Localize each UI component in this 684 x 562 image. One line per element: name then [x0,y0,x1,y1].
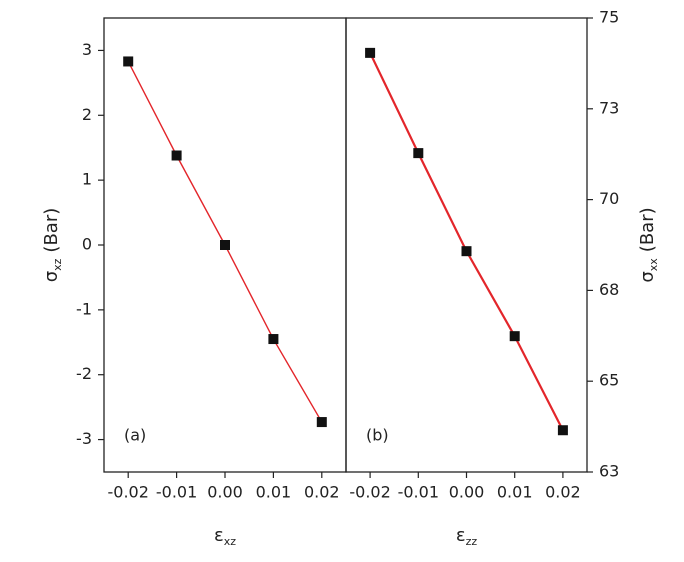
y-tick-label: 75 [599,8,619,27]
series-line [369,52,564,431]
y-tick-label: 65 [599,371,619,390]
y-tick-label: 1 [82,170,92,189]
x-tick-label: -0.02 [107,483,148,502]
x-tick-label: 0.01 [497,483,533,502]
y-label-unit: (Bar) [637,207,658,252]
x-label-subscript: xz [224,535,237,548]
x-tick-label: 0.02 [545,483,581,502]
y-tick-label: 63 [599,462,619,481]
x-tick-label: 0.00 [449,483,485,502]
y-label-symbol: σ [637,271,658,282]
x-axis-label: εzz [456,525,478,548]
x-tick-label: -0.02 [349,483,390,502]
x-tick-label: 0.00 [207,483,243,502]
data-point [268,334,279,345]
data-point [557,425,568,436]
y-tick-label: 3 [82,40,92,59]
data-point [461,246,472,257]
y-tick-label: 68 [599,280,619,299]
y-axis-label: σxz (Bar) [41,208,64,283]
x-label-symbol: ε [456,525,466,546]
y-tick-label: -2 [76,364,92,383]
panel-label: (b) [366,426,389,445]
x-tick-label: 0.01 [256,483,292,502]
data-point [123,56,134,67]
y-label-subscript: xx [647,258,660,272]
plot-frame [345,17,588,473]
data-point [220,240,230,250]
data-point [171,150,182,161]
x-label-subscript: zz [466,535,478,548]
x-label-symbol: ε [214,525,224,546]
data-point [365,47,376,58]
y-label-subscript: xz [51,258,64,271]
y-tick-label: -1 [76,299,92,318]
x-tick-label: -0.01 [156,483,197,502]
data-point [509,331,520,342]
y-tick-label: 73 [599,98,619,117]
y-tick-label: 2 [82,105,92,124]
x-tick-label: -0.01 [398,483,439,502]
y-axis-label: σxx (Bar) [637,207,660,282]
y-label-unit: (Bar) [41,208,62,253]
y-label-symbol: σ [41,271,62,282]
data-point [413,148,424,159]
panel-label: (a) [124,426,146,445]
data-point [316,417,327,428]
y-tick-label: -3 [76,429,92,448]
x-tick-label: 0.02 [304,483,340,502]
x-axis-label: εxz [214,525,236,548]
y-tick-label: 0 [82,235,92,254]
y-tick-label: 70 [599,189,619,208]
